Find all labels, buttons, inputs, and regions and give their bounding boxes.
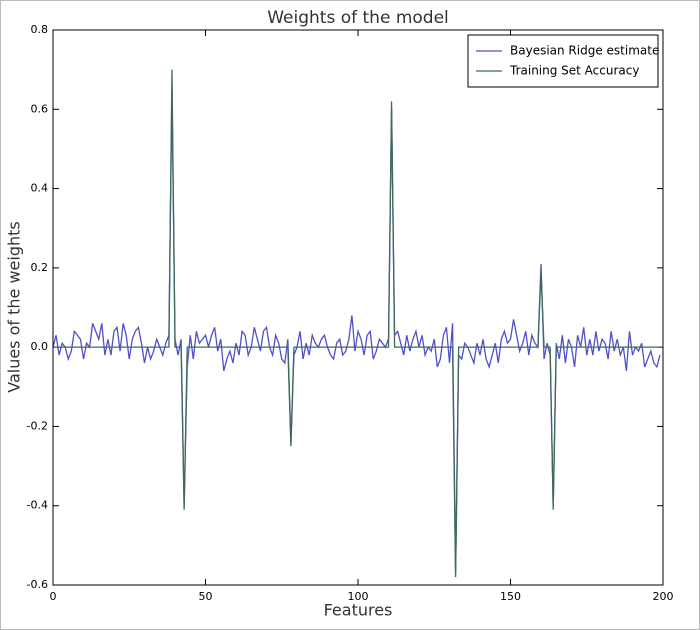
y-tick-label: 0.6 bbox=[31, 102, 49, 115]
x-tick-label: 100 bbox=[348, 590, 369, 603]
x-tick-label: 0 bbox=[50, 590, 57, 603]
legend-label: Bayesian Ridge estimate bbox=[510, 44, 659, 58]
y-axis-label: Values of the weights bbox=[5, 221, 24, 393]
legend-label: Training Set Accuracy bbox=[509, 64, 639, 78]
x-tick-label: 200 bbox=[653, 590, 674, 603]
y-tick-label: -0.4 bbox=[27, 499, 48, 512]
series-line bbox=[52, 89, 661, 574]
y-tick-label: 0.4 bbox=[31, 182, 49, 195]
x-tick-label: 150 bbox=[500, 590, 521, 603]
y-tick-label: 0.8 bbox=[31, 23, 49, 36]
y-tick-label: 0.0 bbox=[31, 340, 49, 353]
axes-frame bbox=[52, 29, 664, 586]
x-tick-label: 50 bbox=[199, 590, 213, 603]
chart-title: Weights of the model bbox=[267, 8, 449, 28]
y-tick-label: -0.2 bbox=[27, 419, 48, 432]
series-line bbox=[53, 69, 660, 578]
y-tick-label: 0.2 bbox=[31, 261, 49, 274]
x-axis-label: Features bbox=[324, 601, 393, 620]
y-tick-label: -0.6 bbox=[27, 578, 48, 591]
legend-box bbox=[467, 34, 659, 88]
